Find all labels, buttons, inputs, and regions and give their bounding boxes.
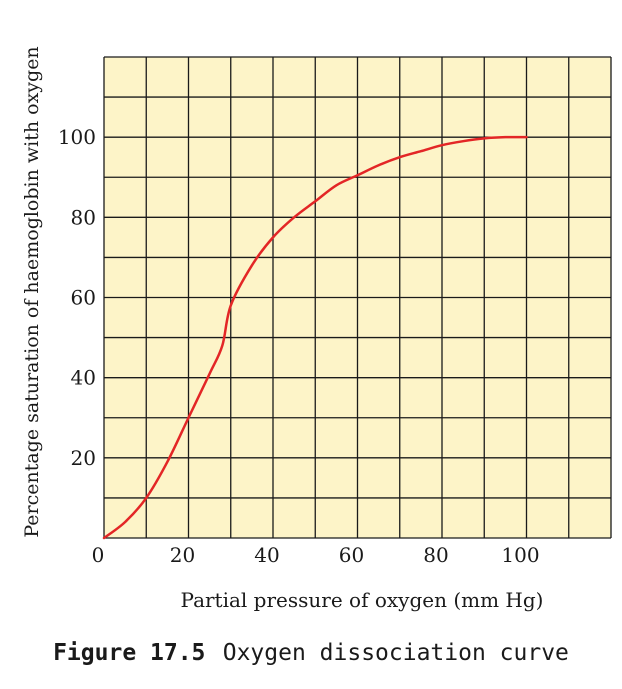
y-tick-label: 80: [71, 205, 96, 229]
tick-labels: 0 20 40 60 80 100 20 40 60 80 100: [58, 125, 540, 567]
figure-caption: Figure 17.5 Oxygen dissociation curve: [0, 640, 622, 666]
y-tick-label: 100: [58, 125, 96, 149]
y-tick-label: 40: [71, 366, 96, 390]
x-tick-label: 0: [92, 543, 105, 567]
y-tick-label: 60: [71, 286, 96, 310]
x-tick-label: 100: [501, 543, 539, 567]
y-axis-label: Percentage saturation of haemoglobin wit…: [21, 46, 43, 537]
figure-caption-text: Oxygen dissociation curve: [222, 640, 569, 666]
x-tick-label: 80: [423, 543, 448, 567]
x-tick-label: 20: [170, 543, 195, 567]
figure-number: Figure 17.5: [53, 640, 206, 666]
x-tick-label: 60: [339, 543, 364, 567]
grid: [103, 56, 612, 539]
series-line: [102, 135, 528, 540]
y-tick-label: 20: [71, 446, 96, 470]
x-axis-label: Partial pressure of oxygen (mm Hg): [181, 588, 544, 612]
x-tick-label: 40: [254, 543, 279, 567]
